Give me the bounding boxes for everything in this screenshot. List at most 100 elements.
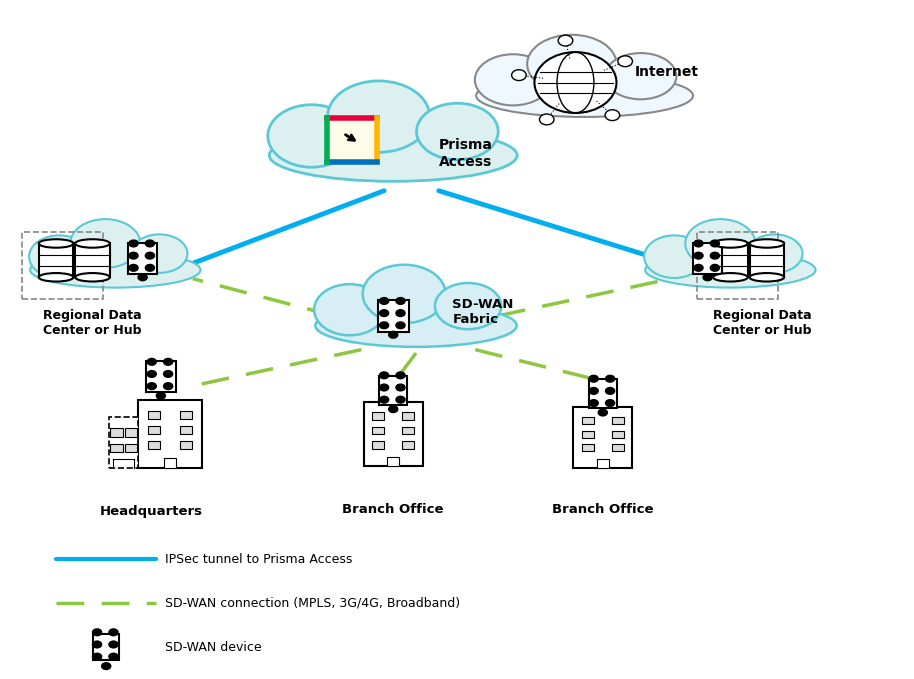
Ellipse shape [315, 304, 516, 347]
Circle shape [388, 406, 398, 413]
Circle shape [355, 122, 364, 128]
Bar [582, 444, 594, 452]
Bar [611, 444, 623, 452]
Bar [373, 426, 384, 435]
Bar [402, 441, 414, 449]
Circle shape [101, 663, 111, 669]
Circle shape [606, 375, 614, 382]
Circle shape [710, 240, 719, 247]
FancyBboxPatch shape [335, 122, 369, 158]
Bar [749, 244, 784, 277]
Circle shape [539, 114, 554, 125]
Circle shape [109, 629, 118, 636]
Circle shape [156, 392, 165, 399]
Ellipse shape [747, 234, 802, 273]
Circle shape [138, 274, 147, 280]
Ellipse shape [29, 236, 90, 278]
Circle shape [129, 240, 138, 247]
Circle shape [606, 388, 614, 394]
Text: SD-WAN connection (MPLS, 3G/4G, Broadband): SD-WAN connection (MPLS, 3G/4G, Broadban… [165, 597, 461, 610]
Bar [402, 426, 414, 435]
Text: Prisma
Access: Prisma Access [439, 139, 493, 168]
Bar [148, 441, 160, 449]
Ellipse shape [30, 252, 200, 288]
Ellipse shape [132, 234, 187, 273]
FancyBboxPatch shape [589, 380, 617, 408]
Ellipse shape [75, 239, 110, 248]
Bar [179, 426, 192, 435]
Ellipse shape [417, 103, 498, 160]
Circle shape [147, 383, 156, 390]
Ellipse shape [476, 75, 693, 117]
Circle shape [379, 322, 388, 329]
Ellipse shape [605, 53, 676, 99]
Circle shape [396, 322, 405, 329]
FancyBboxPatch shape [377, 299, 409, 332]
Circle shape [710, 253, 719, 259]
Text: Headquarters: Headquarters [101, 505, 203, 518]
FancyBboxPatch shape [693, 243, 722, 274]
Circle shape [338, 146, 347, 153]
Circle shape [379, 384, 388, 391]
Circle shape [338, 134, 347, 141]
Circle shape [396, 310, 405, 316]
Text: SD-WAN
Fabric: SD-WAN Fabric [452, 299, 514, 327]
Ellipse shape [713, 273, 748, 282]
Bar [573, 407, 632, 468]
Ellipse shape [38, 273, 73, 282]
Circle shape [147, 359, 156, 365]
Circle shape [379, 372, 388, 379]
Bar [402, 412, 414, 420]
Bar [713, 244, 748, 277]
Circle shape [338, 122, 347, 128]
Circle shape [109, 653, 118, 660]
Ellipse shape [749, 239, 784, 248]
Bar [124, 428, 137, 437]
Bar [364, 402, 423, 466]
Circle shape [129, 253, 138, 259]
Bar [582, 417, 594, 424]
Circle shape [535, 52, 616, 113]
Ellipse shape [75, 273, 110, 282]
Circle shape [396, 397, 405, 403]
Circle shape [145, 240, 154, 247]
Circle shape [618, 56, 632, 67]
Circle shape [606, 400, 614, 407]
Circle shape [109, 641, 118, 648]
Bar [138, 401, 202, 468]
Circle shape [92, 641, 101, 648]
Circle shape [710, 264, 719, 271]
Bar [330, 120, 375, 160]
Text: IPSec tunnel to Prisma Access: IPSec tunnel to Prisma Access [165, 553, 353, 566]
Circle shape [355, 134, 364, 141]
Circle shape [558, 35, 573, 46]
Bar [373, 441, 384, 449]
Circle shape [396, 372, 405, 379]
Circle shape [129, 264, 138, 271]
Circle shape [379, 397, 388, 403]
Bar [597, 459, 609, 468]
Text: Regional Data
Center or Hub: Regional Data Center or Hub [43, 309, 142, 337]
Circle shape [605, 110, 620, 121]
Ellipse shape [70, 219, 141, 268]
Bar [75, 244, 110, 277]
Ellipse shape [327, 81, 430, 152]
Circle shape [379, 297, 388, 304]
Ellipse shape [314, 285, 385, 335]
Ellipse shape [270, 129, 517, 181]
Text: SD-WAN device: SD-WAN device [165, 641, 262, 654]
Bar [148, 426, 160, 435]
Circle shape [164, 371, 173, 378]
Circle shape [590, 388, 599, 394]
Bar [611, 430, 623, 438]
Ellipse shape [686, 219, 756, 268]
FancyBboxPatch shape [379, 376, 407, 405]
Bar [611, 417, 623, 424]
Circle shape [694, 240, 703, 247]
Bar [164, 458, 176, 468]
Circle shape [347, 155, 356, 162]
Ellipse shape [644, 236, 705, 278]
Ellipse shape [435, 283, 501, 329]
Bar [179, 441, 192, 449]
FancyBboxPatch shape [146, 361, 175, 392]
